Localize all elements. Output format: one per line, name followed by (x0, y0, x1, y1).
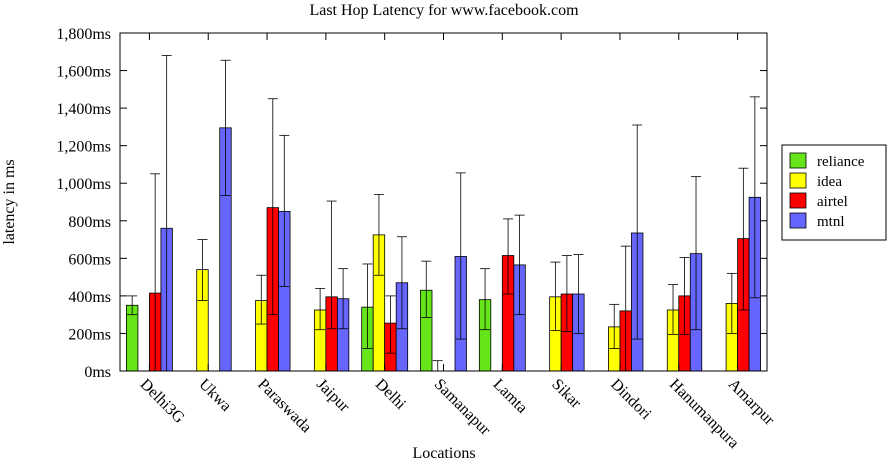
legend-label-mtnl: mtnl (817, 214, 845, 230)
y-tick-label: 0ms (84, 364, 111, 381)
x-tick-label: Lamta (489, 376, 530, 417)
x-tick-label: Ukwa (195, 376, 234, 415)
y-axis-ticks: 0ms 200ms 400ms 600ms 800ms 1,000ms 1,200ms 1,4… (56, 26, 767, 381)
y-tick-label: 600ms (68, 251, 111, 268)
legend: reliance idea airtel mtnl (781, 144, 887, 241)
x-axis-label: Locations (412, 445, 475, 462)
bars-layer (126, 55, 761, 372)
y-tick-label: 1,800ms (56, 26, 111, 43)
y-tick-label: 400ms (68, 289, 111, 306)
x-tick-label: Jaipur (313, 376, 353, 416)
legend-swatch-airtel (789, 192, 807, 209)
legend-swatch-reliance (789, 152, 807, 169)
y-tick-label: 1,200ms (56, 139, 111, 156)
legend-swatch-idea (789, 172, 807, 189)
x-tick-label: Paraswada (254, 376, 314, 436)
x-tick-label: Dindori (607, 376, 655, 424)
legend-swatch-mtnl (789, 212, 807, 229)
x-tick-label: Samanapur (431, 376, 494, 439)
y-tick-label: 800ms (68, 214, 111, 231)
legend-label-reliance: reliance (817, 154, 865, 170)
x-tick-label: Sikar (548, 376, 584, 412)
bar-reliance (126, 304, 139, 372)
x-tick-label: Delhi3G (137, 376, 188, 427)
x-tick-label: Amarpur (725, 376, 778, 429)
y-tick-label: 1,400ms (56, 101, 111, 118)
legend-label-airtel: airtel (817, 194, 848, 210)
y-axis-label: latency in ms (1, 159, 18, 244)
x-tick-label: Delhi (372, 376, 410, 414)
legend-label-idea: idea (817, 174, 842, 190)
y-tick-label: 200ms (68, 326, 111, 343)
chart-title: Last Hop Latency for www.facebook.com (309, 2, 579, 19)
y-tick-label: 1,000ms (56, 176, 111, 193)
y-tick-label: 1,600ms (56, 64, 111, 81)
